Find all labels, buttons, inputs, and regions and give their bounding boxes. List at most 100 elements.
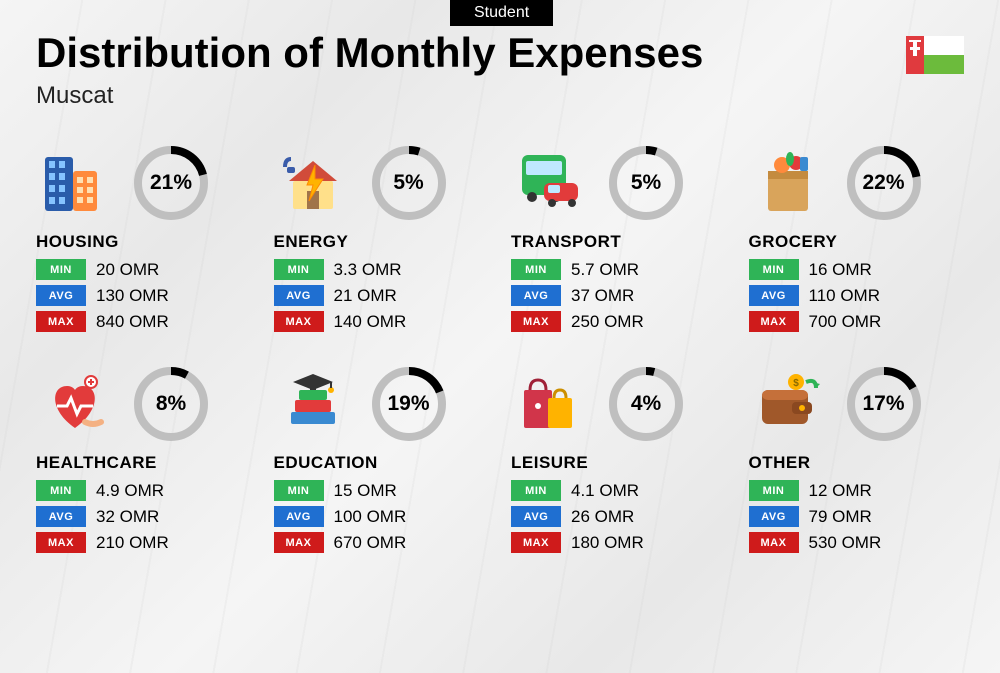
avg-chip: AVG [274,506,324,527]
wallet-icon: $ [749,365,827,443]
percent-value: 19% [370,365,448,443]
stat-max: MAX 530 OMR [749,532,965,553]
max-value: 210 OMR [96,533,169,553]
stat-min: MIN 5.7 OMR [511,259,727,280]
avg-value: 100 OMR [334,507,407,527]
avg-value: 110 OMR [809,286,881,306]
stat-avg: AVG 26 OMR [511,506,727,527]
percent-value: 8% [132,365,210,443]
min-chip: MIN [36,480,86,501]
min-chip: MIN [274,480,324,501]
stat-avg: AVG 32 OMR [36,506,252,527]
stat-max: MAX 840 OMR [36,311,252,332]
avg-chip: AVG [511,506,561,527]
category-name: LEISURE [511,453,727,473]
max-value: 180 OMR [571,533,644,553]
percent-value: 5% [370,144,448,222]
percent-value: 22% [845,144,923,222]
avg-value: 21 OMR [334,286,397,306]
page-title: Distribution of Monthly Expenses [36,30,964,76]
category-card-housing: 21% HOUSING MIN 20 OMR AVG 130 OMR MAX 8… [36,144,252,337]
min-chip: MIN [274,259,324,280]
stat-avg: AVG 110 OMR [749,285,965,306]
min-chip: MIN [749,259,799,280]
heart-health-icon [36,365,114,443]
max-chip: MAX [749,311,799,332]
min-chip: MIN [749,480,799,501]
avg-value: 79 OMR [809,507,872,527]
min-chip: MIN [511,480,561,501]
max-value: 250 OMR [571,312,644,332]
grad-books-icon [274,365,352,443]
stat-min: MIN 20 OMR [36,259,252,280]
category-name: GROCERY [749,232,965,252]
max-value: 140 OMR [334,312,407,332]
percent-ring: 8% [132,365,210,443]
oman-flag-icon [906,36,964,74]
percent-ring: 21% [132,144,210,222]
max-value: 700 OMR [809,312,882,332]
stat-min: MIN 3.3 OMR [274,259,490,280]
stat-min: MIN 15 OMR [274,480,490,501]
min-value: 5.7 OMR [571,260,639,280]
category-card-education: 19% EDUCATION MIN 15 OMR AVG 100 OMR MAX… [274,365,490,558]
min-value: 4.1 OMR [571,481,639,501]
min-value: 12 OMR [809,481,872,501]
svg-text:$: $ [793,378,799,389]
category-name: TRANSPORT [511,232,727,252]
avg-value: 32 OMR [96,507,159,527]
stat-avg: AVG 37 OMR [511,285,727,306]
percent-value: 17% [845,365,923,443]
max-value: 530 OMR [809,533,882,553]
category-card-grocery: 22% GROCERY MIN 16 OMR AVG 110 OMR MAX 7… [749,144,965,337]
energy-house-icon [274,144,352,222]
stat-avg: AVG 100 OMR [274,506,490,527]
category-card-transport: 5% TRANSPORT MIN 5.7 OMR AVG 37 OMR MAX … [511,144,727,337]
avg-chip: AVG [36,506,86,527]
avg-chip: AVG [36,285,86,306]
avg-chip: AVG [274,285,324,306]
min-value: 3.3 OMR [334,260,402,280]
max-chip: MAX [749,532,799,553]
persona-badge: Student [450,0,553,26]
stat-max: MAX 140 OMR [274,311,490,332]
avg-value: 37 OMR [571,286,634,306]
avg-chip: AVG [749,506,799,527]
stat-max: MAX 180 OMR [511,532,727,553]
category-name: HEALTHCARE [36,453,252,473]
percent-ring: 19% [370,365,448,443]
category-card-leisure: 4% LEISURE MIN 4.1 OMR AVG 26 OMR MAX 18… [511,365,727,558]
category-name: ENERGY [274,232,490,252]
stat-min: MIN 12 OMR [749,480,965,501]
category-card-other: $ 17% OTHER MIN 12 OMR AVG 79 OMR MAX 53… [749,365,965,558]
city-subtitle: Muscat [36,82,964,110]
max-chip: MAX [36,311,86,332]
percent-value: 21% [132,144,210,222]
avg-value: 130 OMR [96,286,169,306]
percent-ring: 4% [607,365,685,443]
max-chip: MAX [36,532,86,553]
avg-chip: AVG [511,285,561,306]
stat-avg: AVG 21 OMR [274,285,490,306]
category-name: EDUCATION [274,453,490,473]
shopping-bags-icon [511,365,589,443]
avg-chip: AVG [749,285,799,306]
stat-avg: AVG 130 OMR [36,285,252,306]
stat-min: MIN 16 OMR [749,259,965,280]
max-value: 840 OMR [96,312,169,332]
category-name: HOUSING [36,232,252,252]
max-chip: MAX [274,532,324,553]
stat-min: MIN 4.1 OMR [511,480,727,501]
category-card-healthcare: 8% HEALTHCARE MIN 4.9 OMR AVG 32 OMR MAX… [36,365,252,558]
buildings-icon [36,144,114,222]
percent-value: 5% [607,144,685,222]
percent-ring: 17% [845,365,923,443]
percent-ring: 5% [370,144,448,222]
category-card-energy: 5% ENERGY MIN 3.3 OMR AVG 21 OMR MAX 140… [274,144,490,337]
min-value: 15 OMR [334,481,397,501]
max-value: 670 OMR [334,533,407,553]
stat-max: MAX 700 OMR [749,311,965,332]
min-chip: MIN [511,259,561,280]
stat-min: MIN 4.9 OMR [36,480,252,501]
grocery-bag-icon [749,144,827,222]
